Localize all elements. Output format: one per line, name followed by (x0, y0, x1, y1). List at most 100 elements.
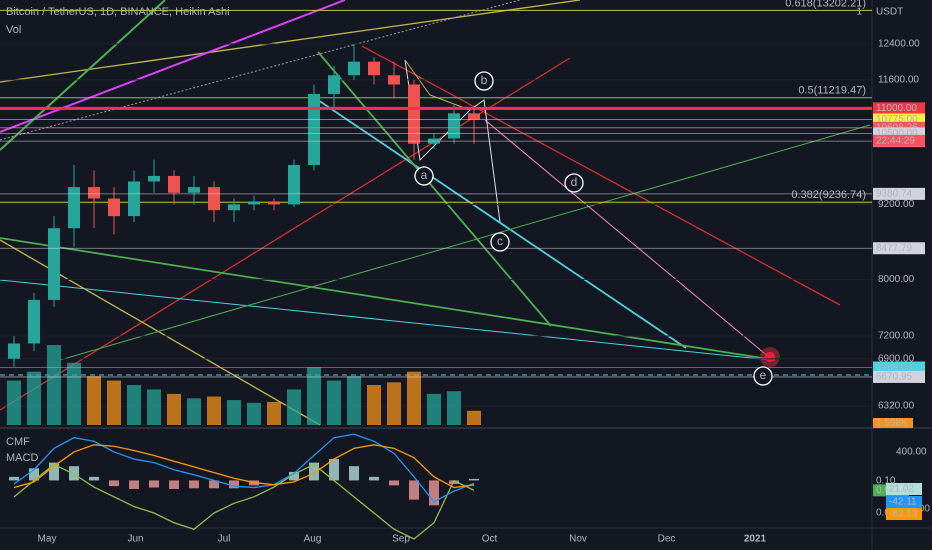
y-tick-label: 9200.00 (878, 199, 915, 210)
trendline (0, 0, 581, 83)
y-tick-label: 6900.00 (878, 353, 915, 364)
x-tick-label: Oct (482, 534, 498, 545)
volume-bar (127, 385, 141, 425)
y-tick-label: 6320.00 (878, 401, 915, 412)
volume-bar (207, 396, 221, 425)
candle-body (28, 299, 40, 344)
x-tick-label: Dec (658, 534, 676, 545)
candle-body (408, 84, 420, 144)
price-tag (873, 187, 925, 200)
cmf-tick-label: 0.00 (876, 508, 896, 519)
macd-tick-label: 400.00 (896, 447, 927, 458)
volume-bar (427, 393, 441, 425)
volume-bar (187, 398, 201, 425)
trendline (0, 279, 771, 361)
candle-body (228, 204, 240, 211)
x-tick-label: Jul (218, 534, 231, 545)
volume-bar (247, 402, 261, 425)
wave-marker (753, 366, 773, 386)
price-tag (873, 361, 925, 374)
price-tag (873, 370, 925, 383)
candle-body (288, 164, 300, 205)
price-tag-label: 8477.79 (876, 243, 913, 254)
y-tick-label: 12400.00 (878, 39, 920, 50)
candle-body (388, 75, 400, 85)
volume-bar (447, 391, 461, 425)
x-tick-label: May (38, 534, 57, 545)
candle-body (48, 228, 60, 300)
price-tag (873, 127, 925, 140)
trendline (0, 237, 776, 361)
trendline (484, 119, 771, 359)
macd-histogram (329, 459, 339, 481)
candle-body (168, 175, 180, 193)
candle-body (148, 175, 160, 182)
candle-body (68, 187, 80, 229)
volume-bar (327, 380, 341, 425)
macd-histogram (49, 462, 59, 481)
price-tag-label: 10775.00 (876, 114, 918, 125)
candle-body (128, 181, 140, 217)
macd-histogram (309, 462, 319, 481)
volume-bar (7, 380, 21, 425)
wave-label: b (481, 73, 488, 87)
candle-body (208, 187, 220, 211)
macd-histogram (69, 466, 79, 481)
candle-body (368, 61, 380, 76)
price-tag-label: 11000.00 (876, 103, 917, 114)
macd-histogram (129, 480, 139, 489)
volume-tag (873, 418, 913, 428)
candle-body (468, 113, 480, 120)
candle-body (448, 113, 460, 139)
macd-title: MACD (6, 452, 38, 464)
macd-histogram (449, 480, 459, 484)
fib-label: 0.5(11219.47) (798, 85, 866, 97)
price-tag-label: 6789.03 (876, 362, 913, 373)
volume-bar (107, 380, 121, 425)
macd-histogram (89, 476, 99, 481)
volume-bar (347, 376, 361, 425)
histogram-tag-label: 21.02 (889, 484, 914, 495)
candle-body (188, 187, 200, 193)
x-tick-label: 2021 (744, 534, 767, 545)
price-tag (873, 242, 925, 255)
macd-histogram (349, 466, 359, 481)
macd-histogram (409, 480, 419, 500)
currency: USDT (876, 7, 903, 18)
cmf-line (13, 463, 475, 540)
x-tick-label: Nov (569, 534, 587, 545)
countdown-tag (873, 134, 925, 147)
trendline (0, 0, 166, 151)
trendline (0, 0, 521, 141)
candle-body (308, 93, 320, 165)
volume-bar (267, 401, 281, 425)
wave-path (404, 59, 471, 111)
candle-body (108, 198, 120, 217)
macd-histogram (169, 480, 179, 489)
price-tag-label: 6670.95 (876, 372, 913, 383)
signal-tag (886, 508, 922, 520)
wave-label: c (497, 234, 503, 248)
wave-label: a (421, 168, 428, 182)
macd-histogram (29, 468, 39, 481)
volume-bar (167, 393, 181, 425)
x-tick-label: Aug (304, 534, 322, 545)
volume-bar (227, 400, 241, 425)
macd-histogram (189, 480, 199, 489)
x-tick-label: Sep (392, 534, 410, 545)
cmf-tick-label: 0.10 (876, 475, 896, 486)
x-tick-label: Jun (127, 534, 143, 545)
wave-label: e (760, 368, 767, 382)
price-tag (873, 102, 925, 115)
macd-histogram (209, 480, 219, 489)
signal-line (13, 444, 475, 489)
macd-line (13, 433, 475, 503)
trendline (0, 0, 346, 133)
y-tick-label: 11600.00 (878, 75, 919, 86)
macd-histogram (369, 476, 379, 481)
volume-bar (287, 389, 301, 425)
volume-bar (467, 410, 481, 425)
macd-histogram (289, 471, 299, 481)
volume-bar (387, 382, 401, 425)
candle-body (328, 75, 340, 94)
